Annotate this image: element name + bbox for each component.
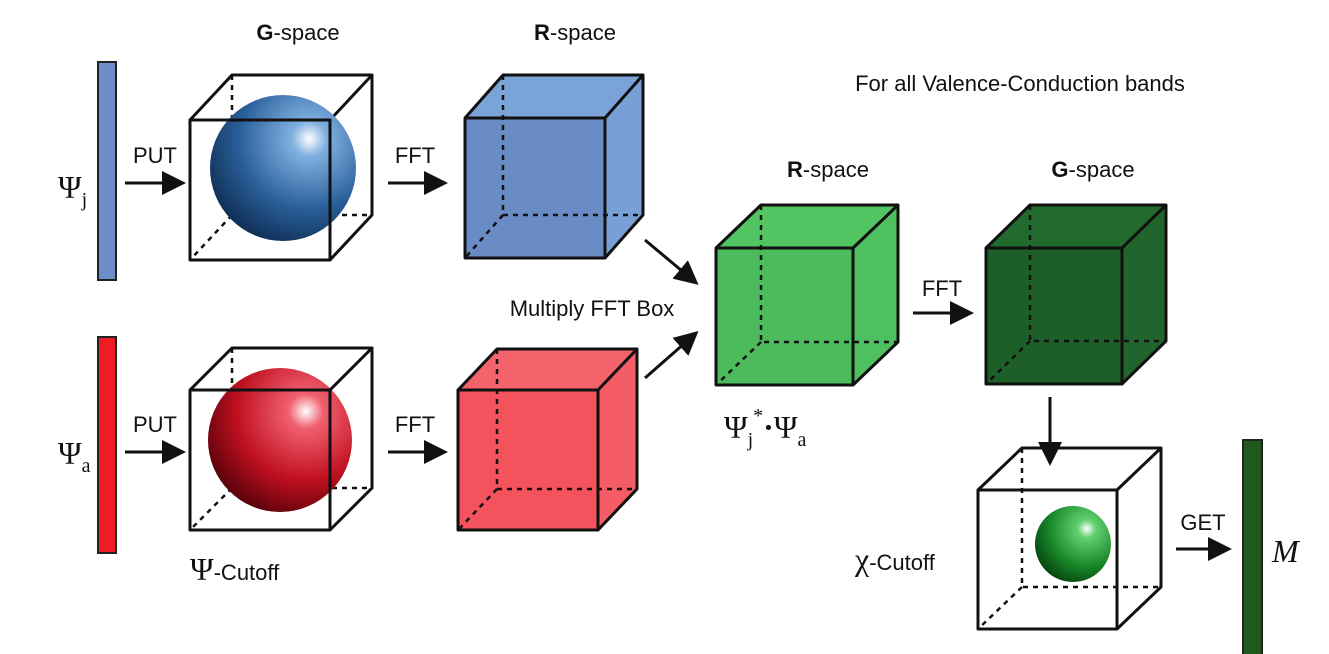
arrow	[645, 335, 694, 378]
result-label: M	[1271, 533, 1301, 569]
header-rest: -space	[803, 157, 869, 182]
hidden-edge	[190, 215, 232, 260]
superscript: *	[753, 405, 763, 427]
symbol: Ψ	[724, 409, 748, 445]
cutoff-text: -Cutoff	[214, 560, 281, 585]
arrow	[645, 240, 694, 281]
cutoff-label: Ψ-Cutoff	[190, 551, 280, 587]
wavefunction-label: Ψa	[58, 435, 91, 477]
symbol: χ	[854, 541, 870, 577]
space-header: R-space	[534, 20, 616, 45]
header-bold: G	[1051, 157, 1068, 182]
header-rest: -space	[550, 20, 616, 45]
header-rest: -space	[274, 20, 340, 45]
subscript: j	[747, 429, 754, 451]
hidden-edge	[190, 488, 232, 530]
symbol: Ψ	[190, 551, 214, 587]
label: GET	[1180, 510, 1225, 535]
space-header: R-space	[787, 157, 869, 182]
label: Multiply FFT Box	[510, 296, 675, 321]
product-label: Ψj*·Ψa	[724, 405, 806, 451]
sphere	[1035, 506, 1111, 582]
result-bar	[1243, 440, 1262, 654]
label: FFT	[922, 276, 962, 301]
label: FFT	[395, 412, 435, 437]
dot: ·	[763, 409, 774, 445]
symbol: Ψ	[58, 169, 82, 205]
hidden-edge	[978, 587, 1022, 629]
cube-face	[465, 118, 605, 258]
header-bold: R	[534, 20, 550, 45]
space-header: G-space	[256, 20, 339, 45]
label: PUT	[133, 143, 177, 168]
cube-face	[458, 390, 598, 530]
space-header: G-space	[1051, 157, 1134, 182]
cutoff-label: χ-Cutoff	[854, 541, 936, 577]
subscript: j	[81, 189, 88, 211]
sphere	[210, 95, 356, 241]
header-bold: R	[787, 157, 803, 182]
wavefunction-bar	[98, 62, 116, 280]
symbol: Ψ	[58, 435, 82, 471]
label: PUT	[133, 412, 177, 437]
subscript: a	[82, 455, 91, 477]
subscript: a	[797, 429, 806, 451]
header-bold: G	[256, 20, 273, 45]
cube-edge	[978, 448, 1161, 490]
cutoff-text: -Cutoff	[869, 550, 936, 575]
wavefunction-label: Ψj	[58, 169, 87, 211]
header-rest: -space	[1069, 157, 1135, 182]
diagram: PUTFFTPUTFFTFFTGETG-spaceR-spaceR-spaceG…	[0, 0, 1329, 654]
symbol: Ψ	[774, 409, 798, 445]
label: For all Valence-Conduction bands	[855, 71, 1185, 96]
wavefunction-bar	[98, 337, 116, 553]
label: FFT	[395, 143, 435, 168]
cube-edge	[1117, 448, 1161, 629]
